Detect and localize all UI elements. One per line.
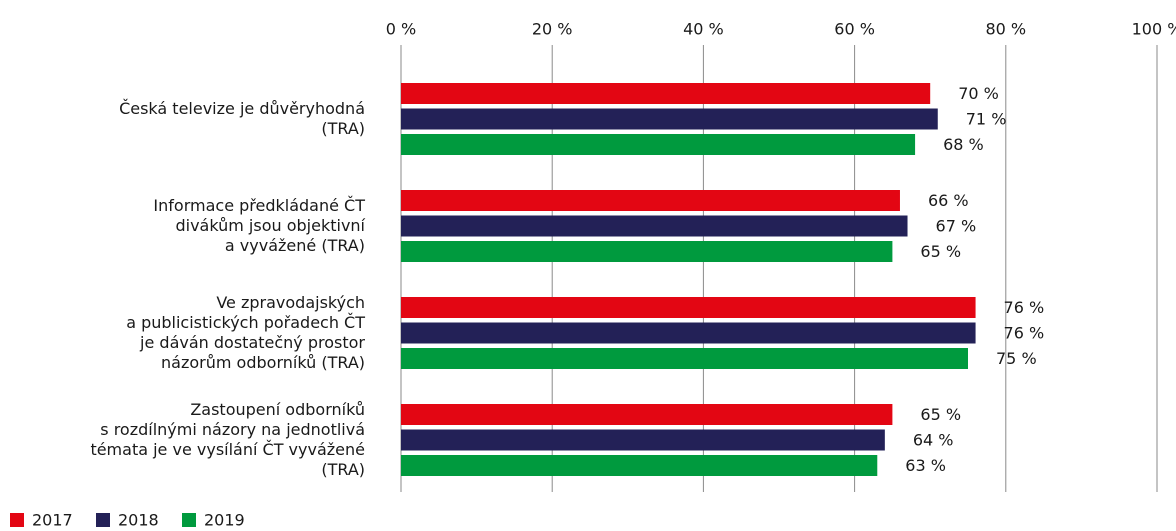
x-tick-label: 40 %: [683, 20, 724, 39]
bar: [401, 429, 885, 451]
value-label: 70 %: [958, 84, 999, 103]
bar: [401, 322, 976, 344]
bar: [401, 215, 908, 237]
legend-label: 2017: [32, 511, 73, 530]
value-label: 76 %: [1004, 298, 1045, 317]
bar: [401, 190, 900, 211]
bar: [401, 455, 878, 476]
x-tick-label: 80 %: [985, 20, 1026, 39]
value-label: 75 %: [996, 349, 1037, 368]
value-label: 76 %: [1004, 324, 1045, 343]
category-label: Ve zpravodajských a publicistických pořa…: [126, 293, 365, 372]
legend-swatch: [96, 513, 110, 527]
value-label: 64 %: [913, 431, 954, 450]
category-label: Česká televize je důvěryhodná (TRA): [119, 99, 365, 138]
category-label: Informace předkládané ČT divákům jsou ob…: [153, 196, 365, 255]
legend-label: 2019: [204, 511, 245, 530]
bar: [401, 83, 931, 104]
legend-swatch: [182, 513, 196, 527]
value-label: 68 %: [943, 135, 984, 154]
value-label: 66 %: [928, 191, 969, 210]
x-tick-label: 60 %: [834, 20, 875, 39]
bar: [401, 348, 968, 369]
x-tick-label: 0 %: [386, 20, 416, 39]
value-label: 65 %: [920, 405, 961, 424]
bar: [401, 297, 976, 318]
legend-label: 2018: [118, 511, 159, 530]
x-tick-label: 20 %: [532, 20, 573, 39]
value-label: 71 %: [966, 110, 1007, 129]
bar: [401, 108, 938, 130]
value-label: 65 %: [920, 242, 961, 261]
bar: [401, 404, 893, 425]
bar: [401, 134, 916, 155]
value-label: 67 %: [936, 217, 977, 236]
category-label: Zastoupení odborníků s rozdílnými názory…: [90, 400, 365, 479]
legend-swatch: [10, 513, 24, 527]
value-label: 63 %: [905, 456, 946, 475]
bar: [401, 241, 893, 262]
x-tick-label: 100 %: [1132, 20, 1176, 39]
